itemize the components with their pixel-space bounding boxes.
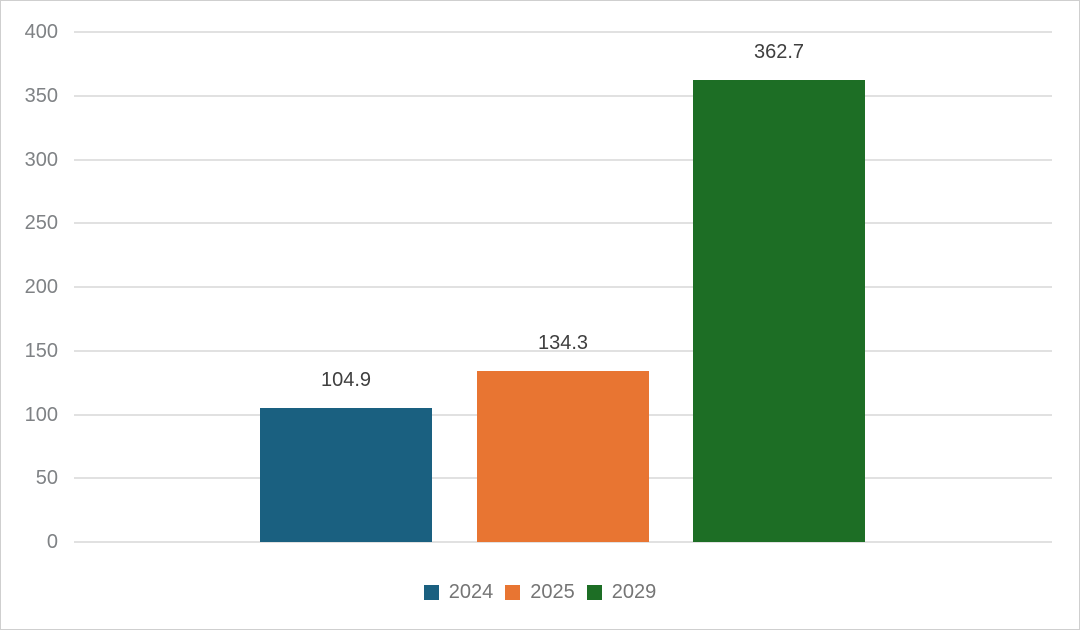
legend-label: 2029 [611, 580, 657, 603]
gridline [74, 349, 1052, 352]
legend-swatch-icon [423, 584, 439, 600]
gridline [74, 94, 1052, 97]
gridline [74, 222, 1052, 225]
y-tick-label: 100 [24, 403, 58, 426]
y-tick-label: 50 [35, 467, 58, 490]
y-tick-label: 350 [24, 84, 58, 107]
data-label-2025: 134.3 [537, 331, 589, 354]
bar-2024[interactable] [260, 408, 432, 542]
legend-label: 2024 [448, 580, 494, 603]
y-tick-label: 150 [24, 339, 58, 362]
y-tick-label: 0 [46, 531, 58, 553]
y-tick-label: 300 [24, 148, 58, 171]
legend-item[interactable]: 2029 [586, 580, 657, 604]
gridline [74, 541, 1052, 543]
y-tick-label: 250 [24, 212, 58, 235]
legend-swatch-icon [586, 584, 602, 600]
legend-item[interactable]: 2025 [505, 581, 575, 604]
legend-swatch-icon [505, 584, 521, 600]
y-tick-label: 400 [24, 21, 58, 43]
bar-2025[interactable] [477, 370, 649, 542]
bar-2029[interactable] [693, 79, 865, 542]
chart-legend: 2024 2025 2029 [1, 580, 1079, 604]
data-label-2029: 362.7 [753, 40, 805, 63]
gridline [74, 286, 1052, 288]
gridline [74, 31, 1052, 33]
data-label-2024: 104.9 [320, 369, 372, 392]
gridline [74, 158, 1052, 161]
legend-item[interactable]: 2024 [423, 580, 494, 604]
y-tick-label: 200 [24, 276, 58, 298]
legend-label: 2025 [530, 580, 575, 603]
